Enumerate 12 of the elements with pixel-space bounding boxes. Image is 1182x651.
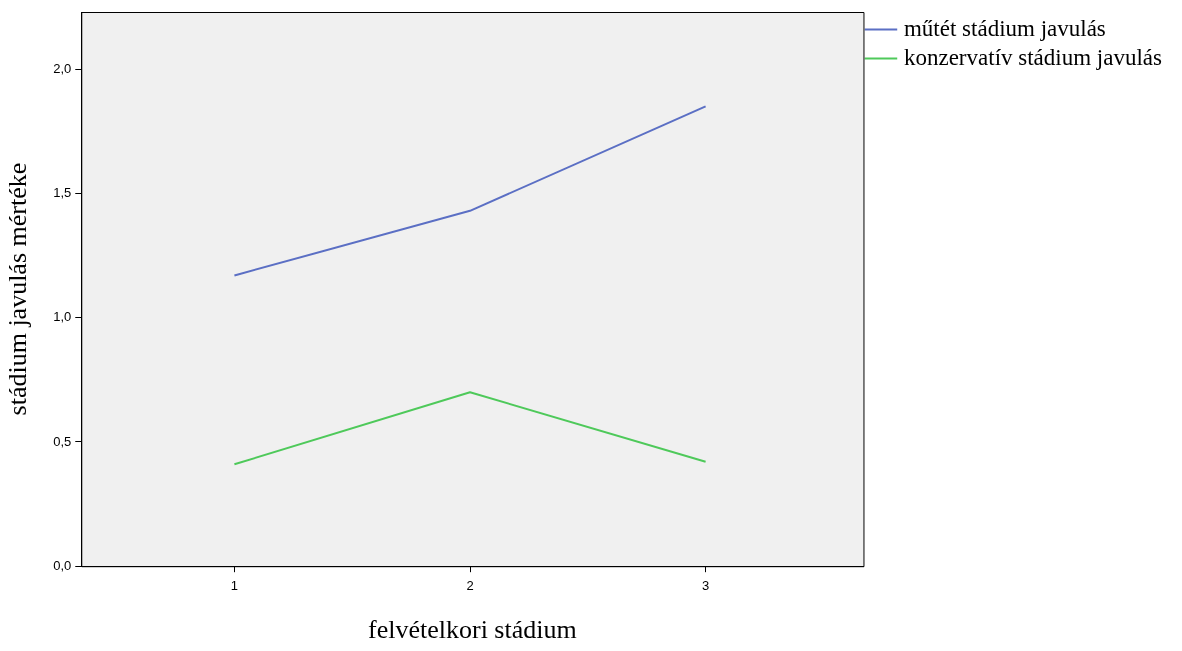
y-tick-label: 1,0 (53, 309, 72, 325)
y-tick-label: 0,5 (53, 433, 72, 449)
x-tick-label: 3 (701, 577, 710, 593)
x-tick-label: 2 (466, 577, 474, 593)
legend-label: műtét stádium javulás (903, 15, 1106, 41)
legend-label: konzervatív stádium javulás (903, 44, 1163, 70)
y-tick-label: 2,0 (53, 60, 72, 76)
x-axis-title: felvételkori stádium (368, 615, 577, 645)
y-tick-label: 0,0 (53, 557, 72, 573)
y-axis-title: stádium javulás mértéke (3, 162, 33, 416)
x-tick-label: 1 (230, 577, 239, 593)
y-tick-label: 1,5 (53, 185, 72, 200)
